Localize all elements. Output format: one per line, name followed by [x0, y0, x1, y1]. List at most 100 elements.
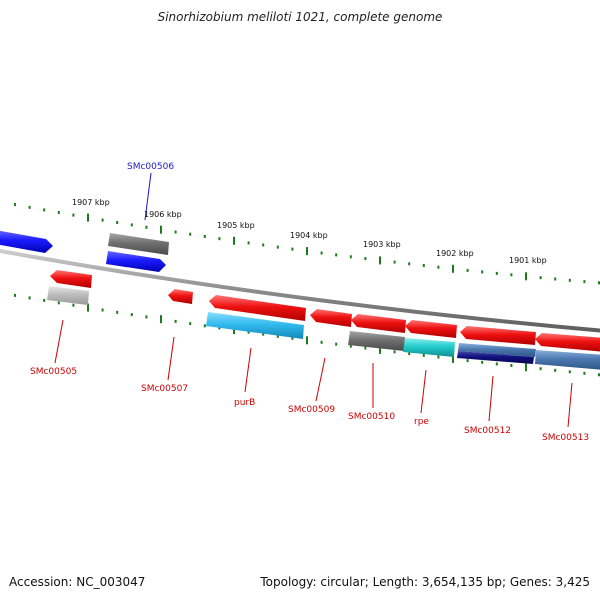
leader-line-smc00509	[315, 357, 326, 402]
gene-arrow-smc00509[interactable]	[310, 309, 352, 327]
lower-ruler	[14, 293, 600, 377]
lower-ruler-major-tick	[87, 303, 89, 312]
lower-ruler-minor-tick	[57, 301, 60, 305]
lower-ruler-minor-tick	[320, 340, 323, 344]
lower-ruler-minor-tick	[466, 359, 469, 363]
gene-arrow-smc00512[interactable]	[460, 326, 536, 345]
genome-summary-text: Topology: circular; Length: 3,654,135 bp…	[260, 575, 590, 589]
upper-ruler-minor-tick	[568, 278, 571, 282]
upper-ruler-major-tick	[233, 236, 235, 245]
gene-label-smc00507[interactable]: SMc00507	[141, 384, 188, 394]
gene-arrow-upper-left-blue[interactable]	[0, 230, 53, 253]
gene-arrow-smc00505[interactable]	[50, 270, 92, 288]
gene-arrow-purb[interactable]	[209, 295, 306, 321]
gene-labels: SMc00506 SMc00505 SMc00507 purB SMc00509…	[30, 162, 589, 443]
gene-label-purb[interactable]: purB	[234, 398, 255, 408]
gene-label-smc00510[interactable]: SMc00510	[348, 412, 395, 422]
lower-ruler-minor-tick	[116, 310, 119, 314]
upper-ruler-minor-tick	[408, 262, 411, 266]
upper-ruler-minor-tick	[437, 265, 440, 269]
lower-ruler-minor-tick	[43, 298, 46, 302]
upper-ruler-minor-tick	[130, 223, 133, 227]
leader-line-rpe	[420, 369, 427, 414]
lower-ruler-minor-tick	[262, 332, 265, 336]
lower-ruler-major-tick	[452, 354, 454, 363]
gene-arrow-rpe[interactable]	[405, 320, 457, 338]
tick-label-1902kbp: 1902 kbp	[436, 249, 474, 258]
lower-ruler-minor-tick	[583, 371, 586, 375]
upper-ruler-minor-tick	[583, 280, 586, 284]
lower-ruler-minor-tick	[218, 326, 221, 330]
gene-label-smc00506[interactable]: SMc00506	[127, 162, 174, 172]
leader-line-purb	[244, 347, 252, 393]
tick-label-1906kbp: 1906 kbp	[144, 210, 182, 219]
upper-ruler-minor-tick	[276, 245, 279, 249]
lower-ruler-minor-tick	[145, 315, 148, 319]
upper-ruler-minor-tick	[364, 257, 367, 261]
leader-line-smc00513	[567, 382, 573, 428]
lower-ruler-minor-tick	[539, 367, 542, 371]
upper-ruler-major-ticks	[87, 213, 527, 281]
upper-ruler-minor-tick	[466, 268, 469, 272]
gene-arrow-smc00513[interactable]	[535, 333, 600, 352]
upper-ruler-minor-tick	[422, 264, 425, 267]
upper-ruler-minor-tick	[335, 253, 338, 257]
lower-ruler-minor-tick	[495, 362, 498, 366]
lower-ruler-minor-tick	[408, 352, 411, 356]
upper-ruler-minor-tick	[28, 205, 31, 209]
upper-ruler-minor-tick	[291, 247, 294, 251]
upper-ruler-minor-tick	[393, 260, 396, 264]
leader-line-smc00507	[167, 336, 175, 381]
upper-ruler-minor-tick	[320, 251, 323, 255]
gene-label-smc00505[interactable]: SMc00505	[30, 367, 77, 377]
upper-ruler-minor-tick	[203, 235, 206, 238]
lower-ruler-minor-tick	[101, 308, 104, 312]
gene-arrow-smc00506[interactable]	[106, 251, 166, 272]
lower-ruler-minor-tick	[554, 368, 557, 372]
upper-ruler-minor-tick	[247, 241, 250, 245]
upper-ruler-minor-tick	[145, 225, 148, 229]
upper-ruler-minor-ticks	[14, 203, 600, 285]
upper-ruler-major-tick	[452, 264, 454, 273]
feature-bar-smc00513-steel[interactable]	[535, 350, 600, 370]
lower-ruler-minor-tick	[203, 324, 206, 328]
upper-ruler: 1907 kbp 1906 kbp 1905 kbp 1904 kbp 1903…	[14, 198, 600, 285]
gene-label-smc00512[interactable]: SMc00512	[464, 426, 511, 436]
tick-label-1904kbp: 1904 kbp	[290, 231, 328, 240]
gene-arrow-smc00510[interactable]	[351, 314, 406, 333]
gene-arrow-smc00507[interactable]	[168, 289, 193, 304]
feature-bar-smc00510-gray[interactable]	[348, 331, 405, 351]
upper-ruler-major-tick	[160, 225, 162, 234]
upper-ruler-minor-tick	[510, 273, 513, 277]
feature-bar-smc00512-steel[interactable]	[458, 343, 536, 357]
map-title: Sinorhizobium meliloti 1021, complete ge…	[157, 10, 443, 24]
lower-ruler-minor-tick	[437, 355, 440, 359]
upper-ruler-minor-tick	[72, 213, 75, 217]
lower-ruler-minor-tick	[364, 346, 367, 350]
feature-bar-smc00506-gray[interactable]	[108, 233, 169, 255]
lower-ruler-major-tick	[233, 326, 235, 335]
lower-ruler-minor-tick	[189, 322, 192, 326]
upper-ruler-minor-tick	[218, 237, 221, 241]
upper-ruler-minor-tick	[57, 211, 60, 214]
feature-bar-purb-cyan[interactable]	[206, 312, 304, 339]
feature-bar-rpe-cyan[interactable]	[403, 338, 455, 357]
upper-ruler-minor-tick	[189, 232, 192, 236]
gene-label-smc00513[interactable]: SMc00513	[542, 433, 589, 443]
upper-ruler-minor-tick	[174, 230, 177, 234]
upper-ruler-minor-tick	[43, 208, 46, 212]
upper-ruler-minor-tick	[116, 221, 119, 224]
gene-label-rpe[interactable]: rpe	[414, 417, 429, 427]
upper-ruler-major-tick	[379, 256, 381, 265]
lower-ruler-minor-tick	[568, 370, 571, 374]
tick-label-1903kbp: 1903 kbp	[363, 240, 401, 249]
tick-label-1901kbp: 1901 kbp	[509, 256, 547, 265]
lower-ruler-major-tick	[525, 363, 527, 372]
feature-bar-smc00505-light[interactable]	[47, 286, 89, 305]
accession-text: Accession: NC_003047	[9, 575, 146, 589]
lower-ruler-minor-tick	[130, 313, 133, 317]
gene-label-smc00509[interactable]: SMc00509	[288, 405, 335, 415]
feature-bar-smc00512-navy[interactable]	[457, 351, 534, 364]
lower-ruler-major-ticks	[87, 303, 527, 372]
